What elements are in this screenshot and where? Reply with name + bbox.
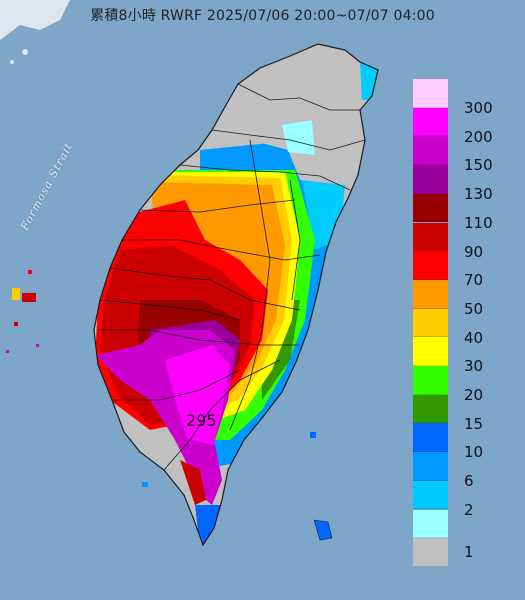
islet-rain	[22, 293, 36, 302]
islet-rain	[14, 322, 18, 326]
rain-zone-90-south	[180, 460, 206, 505]
legend-label: 90	[464, 242, 484, 261]
legend-label: 50	[464, 299, 484, 318]
liuqiu-island	[142, 482, 148, 487]
legend-label: 2	[464, 500, 474, 519]
legend-label: 30	[464, 357, 484, 376]
rainfall-legend: 300 200 150 130 110 90 70 50 40 30 20 15 10 6 2 1	[413, 79, 505, 571]
legend-swatch	[413, 107, 448, 137]
legend-swatch	[413, 337, 448, 366]
islet-rain	[12, 288, 20, 300]
legend-swatch	[413, 136, 448, 166]
map-title: 累積8小時 RWRF 2025/07/06 20:00~07/07 04:00	[90, 8, 435, 24]
coast-islet	[10, 60, 14, 64]
legend-label: 300	[464, 99, 493, 117]
legend-label: 70	[464, 271, 484, 290]
coast-islet	[22, 49, 28, 55]
legend-label: 110	[464, 213, 493, 232]
rain-zone-150-south	[190, 440, 222, 505]
legend-swatch	[413, 308, 448, 338]
legend-swatch	[413, 509, 448, 539]
legend-swatch	[413, 193, 448, 223]
legend-swatch	[413, 366, 448, 395]
legend-swatch	[413, 165, 448, 194]
legend-swatch	[413, 251, 448, 280]
taiwan-coastline	[93, 43, 379, 547]
county-boundaries	[98, 83, 366, 471]
legend-swatch	[413, 222, 448, 252]
max-rainfall-label: 295	[186, 411, 217, 430]
legend-label: 130	[464, 185, 493, 204]
legend-swatch	[413, 452, 448, 481]
legend-swatch	[413, 79, 448, 108]
legend-swatch	[413, 394, 448, 424]
legend-swatch	[413, 423, 448, 453]
legend-swatch	[413, 480, 448, 510]
islet-rain	[6, 350, 9, 353]
legend-label: 40	[464, 328, 484, 347]
rain-zone-1-north	[282, 120, 315, 155]
rain-zone-200	[165, 345, 230, 470]
orchid-island	[313, 519, 333, 541]
legend-label: 1	[464, 543, 474, 562]
islet-rain	[36, 344, 39, 347]
green-island	[310, 432, 316, 438]
penghu-islands	[6, 270, 39, 353]
legend-label: 150	[464, 156, 493, 175]
legend-swatch	[413, 538, 448, 567]
legend-swatch	[413, 279, 448, 309]
legend-label: 6	[464, 472, 474, 491]
legend-label: 15	[464, 414, 484, 433]
islet-rain	[28, 270, 32, 274]
mainland-coast	[0, 0, 70, 40]
legend-label: 10	[464, 443, 484, 462]
legend-label: 200	[464, 127, 493, 146]
legend-label: 20	[464, 386, 484, 404]
